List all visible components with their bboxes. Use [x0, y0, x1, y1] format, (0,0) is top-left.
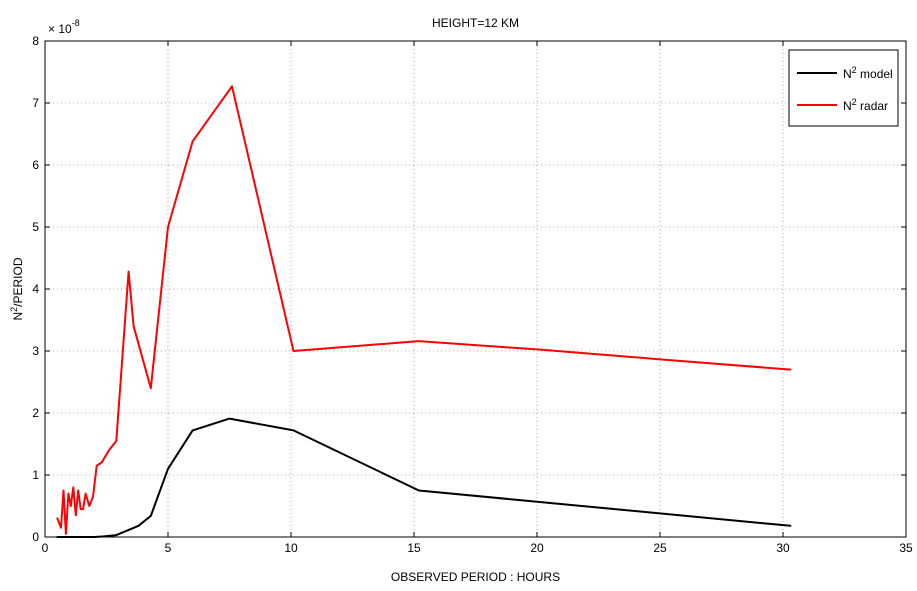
y-axis-multiplier-base: × 10 — [48, 22, 72, 36]
y-axis-label-base: N — [11, 312, 25, 321]
axes-frame — [44, 40, 907, 538]
x-tick-label: 25 — [653, 541, 667, 555]
y-tick-label: 3 — [32, 344, 39, 358]
y-axis-label-sup: 2 — [9, 307, 19, 312]
y-axis-label: N2/PERIOD — [9, 257, 25, 320]
x-tick-label: 10 — [284, 541, 298, 555]
y-tick-label: 2 — [32, 406, 39, 420]
legend-label-n2-model-sup: 2 — [852, 65, 857, 75]
x-axis-label: OBSERVED PERIOD : HOURS — [391, 570, 560, 584]
x-tick-label: 30 — [776, 541, 790, 555]
y-tick-label: 5 — [32, 220, 39, 234]
y-tick-label: 6 — [32, 158, 39, 172]
x-tick-label: 5 — [165, 541, 172, 555]
y-tick-label: 0 — [32, 530, 39, 544]
series-line-n2-radar — [56, 85, 792, 535]
legend-label-n2-model: N2 model — [843, 65, 893, 81]
legend-label-n2-radar-rest: radar — [857, 99, 888, 113]
legend-box — [788, 49, 899, 127]
y-axis-multiplier-exponent: -8 — [72, 18, 80, 28]
legend-label-n2-model-rest: model — [857, 67, 893, 81]
legend-label-n2-radar: N2 radar — [843, 97, 888, 113]
series-line-n2-model — [56, 417, 792, 538]
grid-layer — [45, 41, 906, 537]
series-layer — [56, 85, 792, 538]
y-tick-label: 7 — [32, 96, 39, 110]
legend-label-n2-model-base: N — [843, 67, 852, 81]
y-axis-label-rest: /PERIOD — [11, 257, 25, 307]
y-tick-label: 8 — [32, 34, 39, 48]
y-axis-multiplier: × 10-8 — [48, 18, 80, 36]
legend-label-n2-radar-sup: 2 — [852, 97, 857, 107]
chart-title: HEIGHT=12 KM — [432, 16, 519, 30]
x-tick-label: 0 — [42, 541, 49, 555]
y-tick-label: 1 — [32, 468, 39, 482]
legend: N2 model N2 radar — [788, 49, 899, 127]
tick-layer: 0 5 10 15 20 25 30 35 0 1 2 3 4 5 6 7 8 — [32, 34, 913, 555]
y-tick-label: 4 — [32, 282, 39, 296]
x-tick-label: 20 — [530, 541, 544, 555]
x-tick-label: 15 — [407, 541, 421, 555]
legend-label-n2-radar-base: N — [843, 99, 852, 113]
x-tick-label: 35 — [899, 541, 913, 555]
